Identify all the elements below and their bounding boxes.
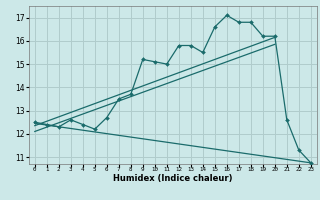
X-axis label: Humidex (Indice chaleur): Humidex (Indice chaleur) [113, 174, 233, 183]
